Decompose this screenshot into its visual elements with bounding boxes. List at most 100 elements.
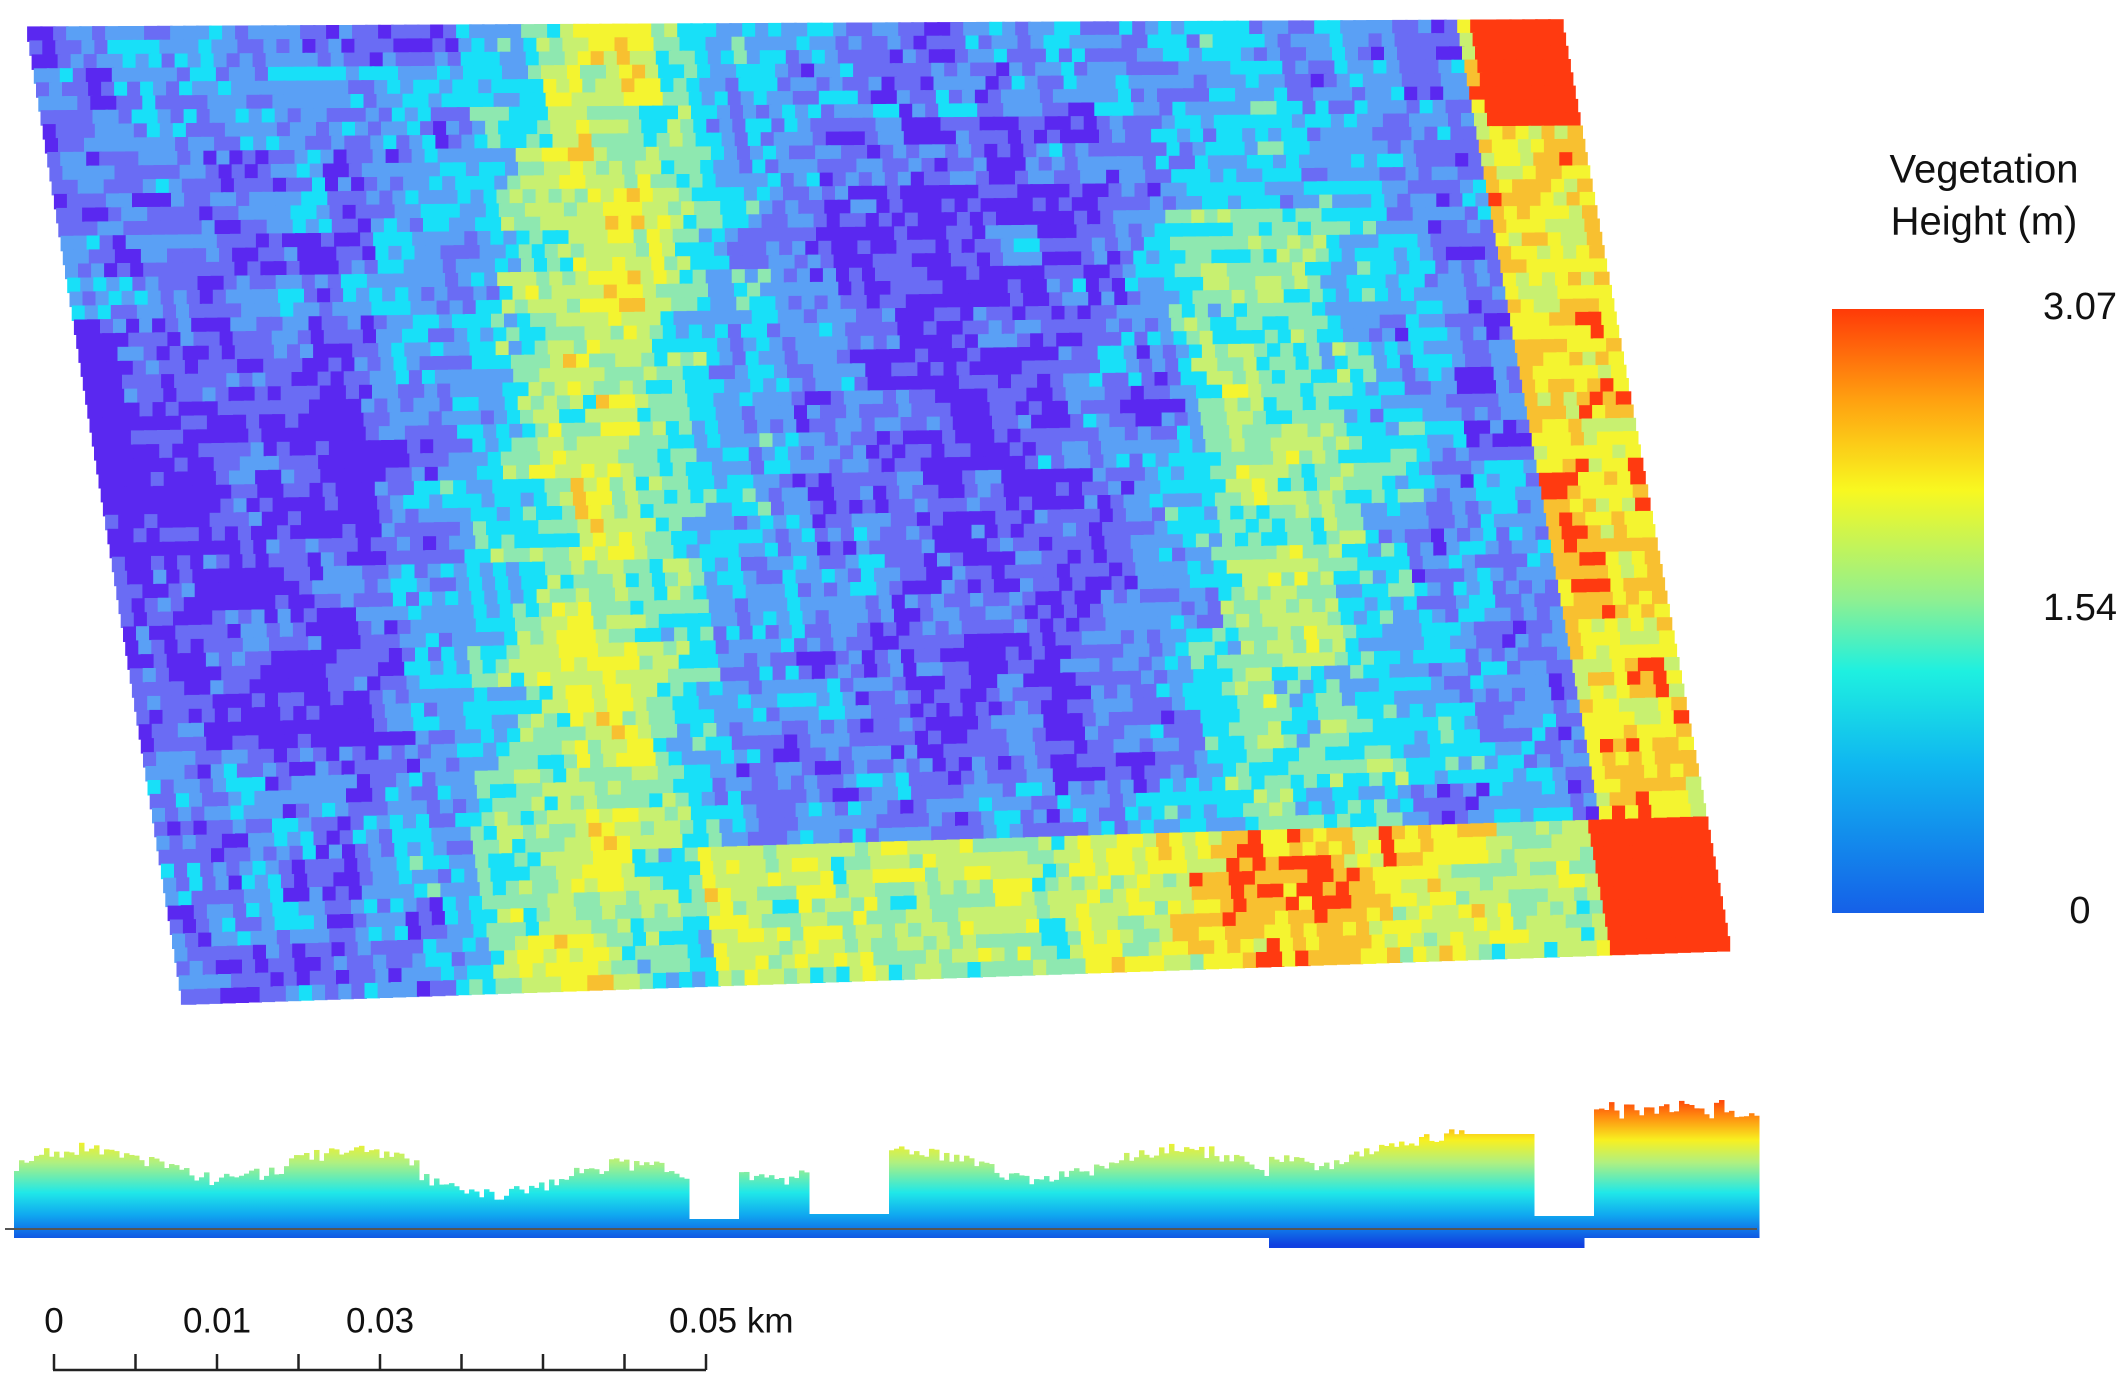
raster-cell xyxy=(233,94,249,111)
raster-cell xyxy=(1133,102,1149,118)
raster-cell xyxy=(211,122,228,139)
raster-cell xyxy=(1550,32,1567,48)
raster-cell xyxy=(1083,116,1100,132)
raster-cell xyxy=(201,136,217,153)
raster-cell xyxy=(1552,112,1568,128)
raster-cell xyxy=(1469,86,1485,102)
raster-cell xyxy=(532,92,549,109)
raster-cell xyxy=(469,24,485,40)
raster-cell xyxy=(691,105,707,121)
raster-cell xyxy=(1423,46,1439,62)
raster-cell xyxy=(1125,129,1141,145)
raster-cell xyxy=(744,36,760,53)
raster-cell xyxy=(1412,59,1428,76)
raster-cell xyxy=(1289,100,1305,117)
raster-cell xyxy=(534,24,550,40)
raster-cell xyxy=(612,105,629,122)
raster-cell xyxy=(1093,21,1109,37)
raster-cell xyxy=(1487,112,1503,129)
raster-cell xyxy=(823,118,839,134)
raster-cell xyxy=(435,134,451,151)
raster-cell xyxy=(655,50,672,67)
raster-cell xyxy=(1572,152,1588,168)
raster-cell xyxy=(81,123,98,140)
raster-cell xyxy=(116,95,132,112)
raster-cell xyxy=(432,38,448,54)
raster-cell xyxy=(521,24,537,40)
raster-cell xyxy=(958,144,974,160)
raster-cell xyxy=(1379,20,1395,36)
raster-cell xyxy=(872,22,888,38)
raster-cell xyxy=(762,63,778,80)
raster-cell xyxy=(404,24,420,41)
raster-cell xyxy=(385,149,402,165)
raster-cell xyxy=(837,49,854,66)
raster-cell xyxy=(387,80,403,96)
raster-cell xyxy=(667,119,683,135)
raster-cell xyxy=(97,137,113,154)
raster-cell xyxy=(346,149,362,165)
raster-cell xyxy=(148,53,165,70)
raster-cell xyxy=(1188,47,1205,64)
raster-cell xyxy=(1045,48,1062,65)
raster-cell xyxy=(671,64,687,80)
raster-cell xyxy=(1185,101,1201,118)
raster-cell xyxy=(376,93,392,110)
raster-cell xyxy=(1227,47,1244,64)
raster-cell xyxy=(1018,116,1035,132)
raster-cell xyxy=(487,134,503,150)
raster-cell xyxy=(467,93,483,109)
raster-cell xyxy=(965,35,981,51)
raster-cell xyxy=(413,79,429,96)
raster-cell xyxy=(812,131,829,148)
raster-cell xyxy=(628,119,644,135)
raster-cell xyxy=(1488,46,1504,62)
raster-cell xyxy=(138,151,154,167)
raster-cell xyxy=(278,53,295,69)
raster-cell xyxy=(932,144,948,160)
raster-cell xyxy=(783,36,799,52)
raster-cell xyxy=(1050,75,1067,92)
raster-cell xyxy=(619,64,635,81)
raster-cell xyxy=(33,68,50,84)
raster-cell xyxy=(46,68,63,84)
raster-cell xyxy=(339,108,356,124)
raster-cell xyxy=(879,63,895,79)
raster-cell xyxy=(1365,87,1381,103)
raster-cell xyxy=(1536,99,1553,115)
raster-cell xyxy=(105,26,121,42)
raster-cell xyxy=(1458,99,1475,116)
raster-cell xyxy=(1068,102,1084,119)
raster-cell xyxy=(756,104,772,121)
raster-cell xyxy=(1489,126,1505,142)
raster-cell xyxy=(652,105,668,122)
raster-cell xyxy=(560,106,577,122)
raster-cell xyxy=(627,37,643,53)
raster-cell xyxy=(1502,126,1518,142)
raster-cell xyxy=(1407,33,1424,49)
raster-cell xyxy=(549,37,565,54)
raster-cell xyxy=(1002,21,1018,38)
raster-cell xyxy=(280,66,297,83)
raster-cell xyxy=(1109,115,1126,132)
raster-cell xyxy=(643,133,660,149)
raster-cell xyxy=(456,107,473,123)
raster-cell xyxy=(428,93,444,109)
raster-cell xyxy=(554,65,570,81)
raster-cell xyxy=(1369,113,1386,130)
raster-cell xyxy=(1263,101,1279,117)
raster-cell xyxy=(825,131,842,148)
raster-cell xyxy=(740,91,757,107)
raster-cell xyxy=(846,22,862,38)
raster-cell xyxy=(149,137,165,153)
raster-cell xyxy=(525,51,542,68)
raster-cell xyxy=(538,51,555,67)
raster-cell xyxy=(1330,114,1347,130)
raster-cell xyxy=(1306,47,1322,63)
raster-cell xyxy=(835,36,851,52)
raster-cell xyxy=(68,40,84,56)
raster-cell xyxy=(968,130,985,146)
raster-cell xyxy=(450,65,466,82)
raster-cell xyxy=(851,131,868,147)
